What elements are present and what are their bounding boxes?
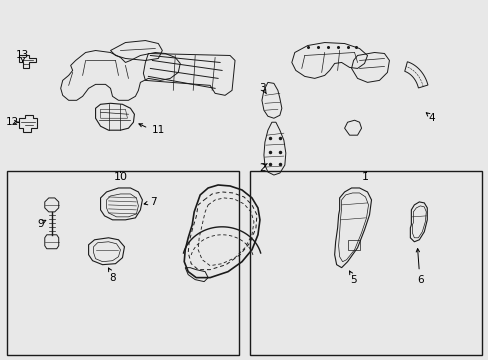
Bar xyxy=(250,171,481,355)
Text: 3: 3 xyxy=(259,84,265,93)
Text: 13: 13 xyxy=(16,50,29,60)
Text: 10: 10 xyxy=(113,172,127,182)
Text: 9: 9 xyxy=(38,219,44,229)
Text: 5: 5 xyxy=(349,275,356,285)
Text: 7: 7 xyxy=(150,197,156,207)
Text: 12: 12 xyxy=(6,117,20,127)
Text: 6: 6 xyxy=(416,275,423,285)
Text: 1: 1 xyxy=(361,172,368,182)
Bar xyxy=(7,171,238,355)
Text: 2: 2 xyxy=(259,163,265,173)
Text: 11: 11 xyxy=(151,125,164,135)
Text: 8: 8 xyxy=(109,273,116,283)
Text: 4: 4 xyxy=(427,113,434,123)
